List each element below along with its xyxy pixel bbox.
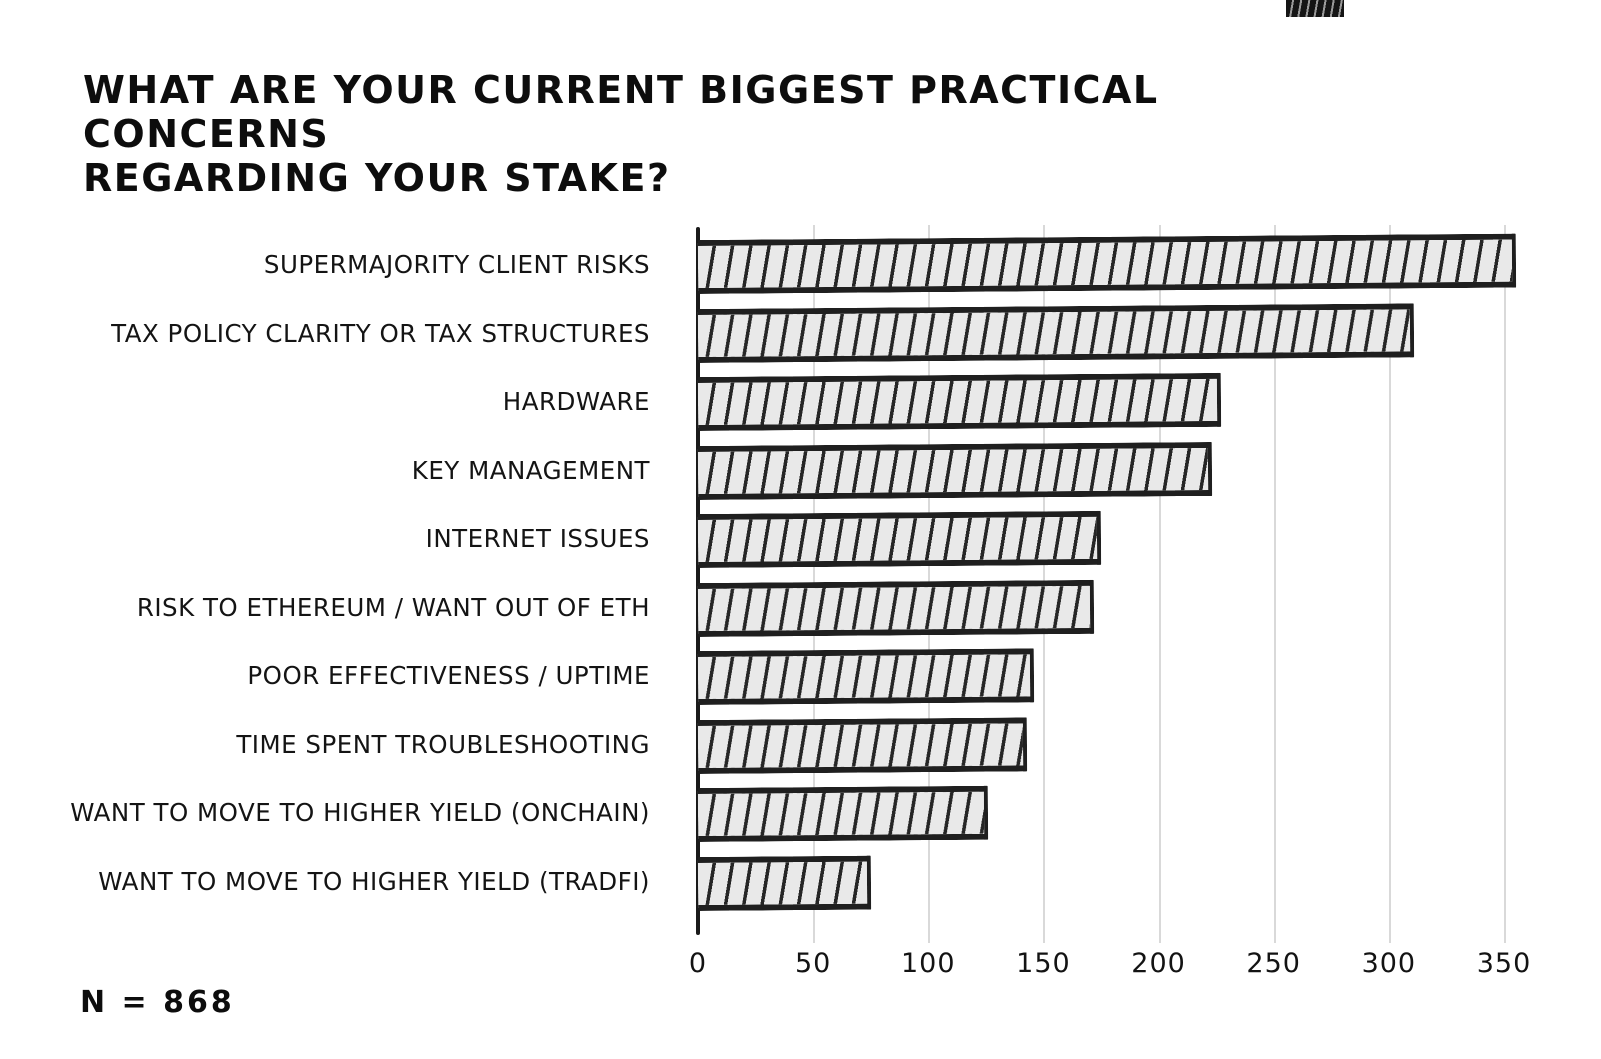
category-label-2: TAX POLICY CLARITY OR TAX STRUCTURES	[111, 318, 650, 348]
x-tick-label-50: 50	[794, 948, 832, 979]
top-edge-hatch-mark	[1286, 0, 1344, 17]
x-tick-label-100: 100	[901, 948, 956, 979]
x-tick-label-150: 150	[1016, 948, 1071, 979]
x-tick-label-300: 300	[1361, 948, 1417, 979]
chart-title: WHAT ARE YOUR CURRENT BIGGEST PRACTICAL …	[83, 68, 1383, 200]
category-label-5: INTERNET ISSUES	[425, 524, 650, 553]
gridline-200	[1158, 225, 1161, 943]
x-tick-label-250: 250	[1246, 948, 1301, 979]
x-tick-label-0: 0	[688, 948, 708, 979]
category-label-10: WANT TO MOVE TO HIGHER YIELD (TRADFI)	[98, 866, 650, 896]
x-axis-tick-labels: 0 50 100 150 200 250 300 350	[689, 948, 1530, 990]
bar-4	[697, 441, 1212, 500]
plot-area	[696, 225, 1516, 943]
bar-7	[697, 648, 1035, 705]
category-labels-column: SUPERMAJORITY CLIENT RISKS TAX POLICY CLA…	[40, 0, 650, 1059]
chart-title-line2: REGARDING YOUR STAKE?	[83, 156, 671, 201]
bar-9	[697, 785, 989, 842]
x-tick-label-350: 350	[1476, 948, 1532, 979]
x-tick-label-200: 200	[1131, 948, 1186, 979]
bar-1	[697, 233, 1516, 294]
sample-size-label: N = 868	[80, 985, 235, 1020]
category-label-9: WANT TO MOVE TO HIGHER YIELD (ONCHAIN)	[70, 798, 650, 827]
bar-6	[697, 579, 1095, 637]
category-label-1: SUPERMAJORITY CLIENT RISKS	[263, 250, 650, 279]
category-label-3: HARDWARE	[502, 387, 650, 416]
gridline-350	[1504, 225, 1506, 943]
category-label-6: RISK TO ETHEREUM / WANT OUT OF ETH	[136, 592, 650, 622]
bar-3	[697, 372, 1221, 431]
category-label-4: KEY MANAGEMENT	[411, 455, 650, 485]
gridline-300	[1388, 225, 1391, 943]
bar-10	[697, 855, 871, 911]
category-label-7: POOR EFFECTIVENESS / UPTIME	[247, 661, 650, 690]
gridline-250	[1273, 225, 1276, 943]
chart-title-line1: WHAT ARE YOUR CURRENT BIGGEST PRACTICAL …	[83, 68, 1159, 157]
bar-2	[697, 302, 1415, 363]
bar-8	[697, 716, 1028, 774]
bar-5	[697, 510, 1102, 568]
y-axis-line	[696, 227, 700, 935]
category-label-8: TIME SPENT TROUBLESHOOTING	[236, 729, 650, 759]
